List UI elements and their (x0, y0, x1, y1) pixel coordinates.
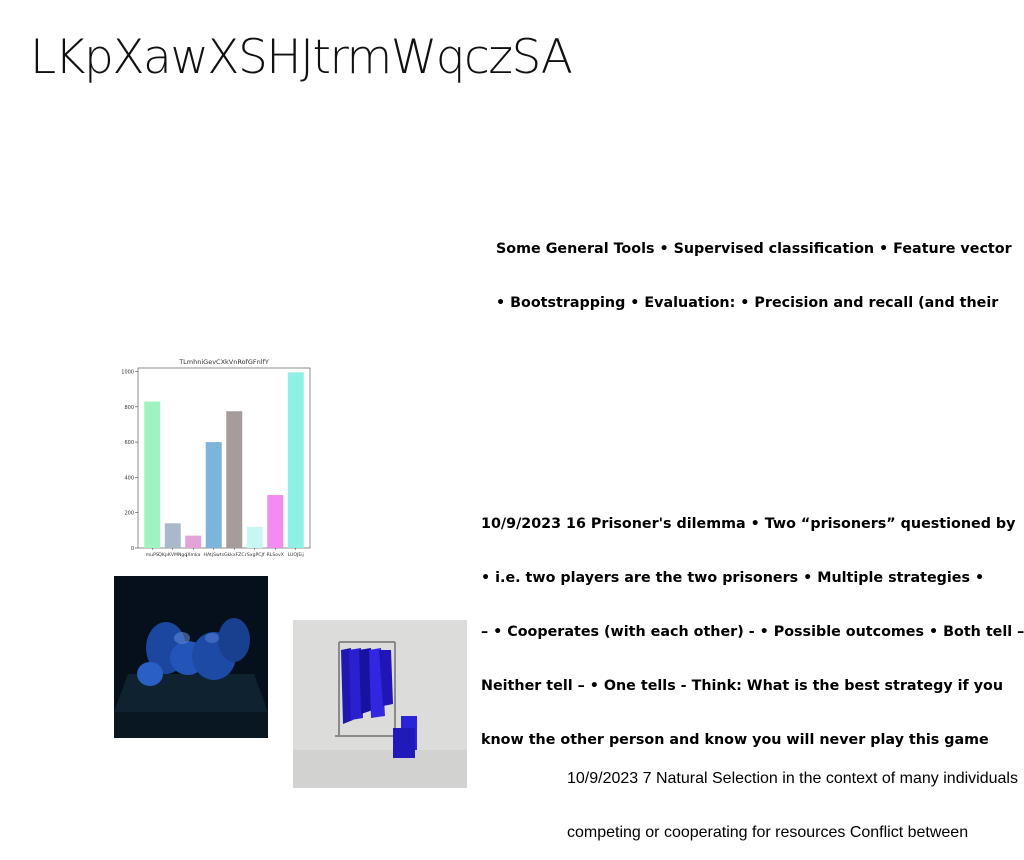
x-tick-label: GkkxFZC (224, 552, 245, 558)
fruit-shape (137, 662, 163, 686)
y-tick-label: 1000 (121, 370, 134, 376)
y-tick-label: 400 (124, 475, 134, 481)
bar-chart: TLmhniGevCXkVnRofGFnlfY 0 200 400 600 800 1000… (108, 352, 316, 566)
x-tick-label: rSxgPCJf (245, 552, 265, 558)
y-tick-label: 200 (124, 511, 134, 517)
text-block-prisoners-dilemma: 10/9/2023 16 Prisoner's dilemma • Two “p… (481, 479, 1024, 767)
highlight-shape (205, 633, 219, 643)
text-line: • Bootstrapping • Evaluation: • Precisio… (496, 295, 999, 311)
text-block-general-tools: Some General Tools • Supervised classifi… (496, 204, 1024, 330)
bar-chart-svg: TLmhniGevCXkVnRofGFnlfY 0 200 400 600 800 1000… (121, 358, 311, 558)
photo-clothing-rack (293, 620, 467, 788)
chart-title: TLmhniGevCXkVnRofGFnlfY (178, 358, 269, 366)
text-line: – • Cooperates (with each other) - • Pos… (481, 624, 1024, 640)
text-line: • i.e. two players are the two prisoners… (481, 570, 985, 586)
text-block-natural-selection: 10/9/2023 7 Natural Selection in the con… (567, 734, 1024, 860)
y-tick-label: 800 (124, 405, 134, 411)
x-tick-label: jXmka (185, 552, 200, 558)
garment-shape (379, 650, 393, 706)
x-tick-label: LUOJEij (288, 552, 304, 558)
text-line: Neither tell – • One tells - Think: What… (481, 678, 1004, 694)
text-line: 10/9/2023 7 Natural Selection in the con… (567, 770, 1018, 787)
plot-frame (137, 367, 311, 549)
blue-fruits-image (114, 576, 268, 738)
fruit-shape (218, 618, 250, 662)
bar (144, 401, 161, 548)
x-tick-label: HAtjSwts (204, 552, 225, 558)
bar (287, 372, 304, 548)
bar (267, 495, 284, 548)
highlight-shape (174, 632, 190, 644)
photo-blue-fruits (114, 576, 268, 738)
table-edge (114, 712, 268, 738)
table-surface (114, 674, 268, 712)
bar (205, 442, 222, 548)
clothing-rack-image (293, 620, 467, 788)
bar (185, 535, 202, 548)
bag-shape (393, 728, 415, 758)
text-line: 10/9/2023 16 Prisoner's dilemma • Two “p… (481, 516, 1016, 532)
x-tick-label: muPS (146, 552, 159, 558)
y-tick-label: 0 (131, 546, 134, 552)
text-line: know the other person and know you will … (481, 732, 989, 748)
y-tick-label: 600 (124, 440, 134, 446)
text-line: competing or cooperating for resources C… (567, 824, 969, 841)
text-line: Some General Tools • Supervised classifi… (496, 241, 1012, 257)
x-tick-label: QKpKVMNgq (158, 552, 187, 558)
x-tick-label: RLSovX (267, 552, 284, 558)
page-title: LKpXawXSHJtrmWqczSA (30, 30, 573, 85)
bar (226, 411, 243, 548)
bar (246, 526, 263, 548)
bar (164, 523, 181, 548)
